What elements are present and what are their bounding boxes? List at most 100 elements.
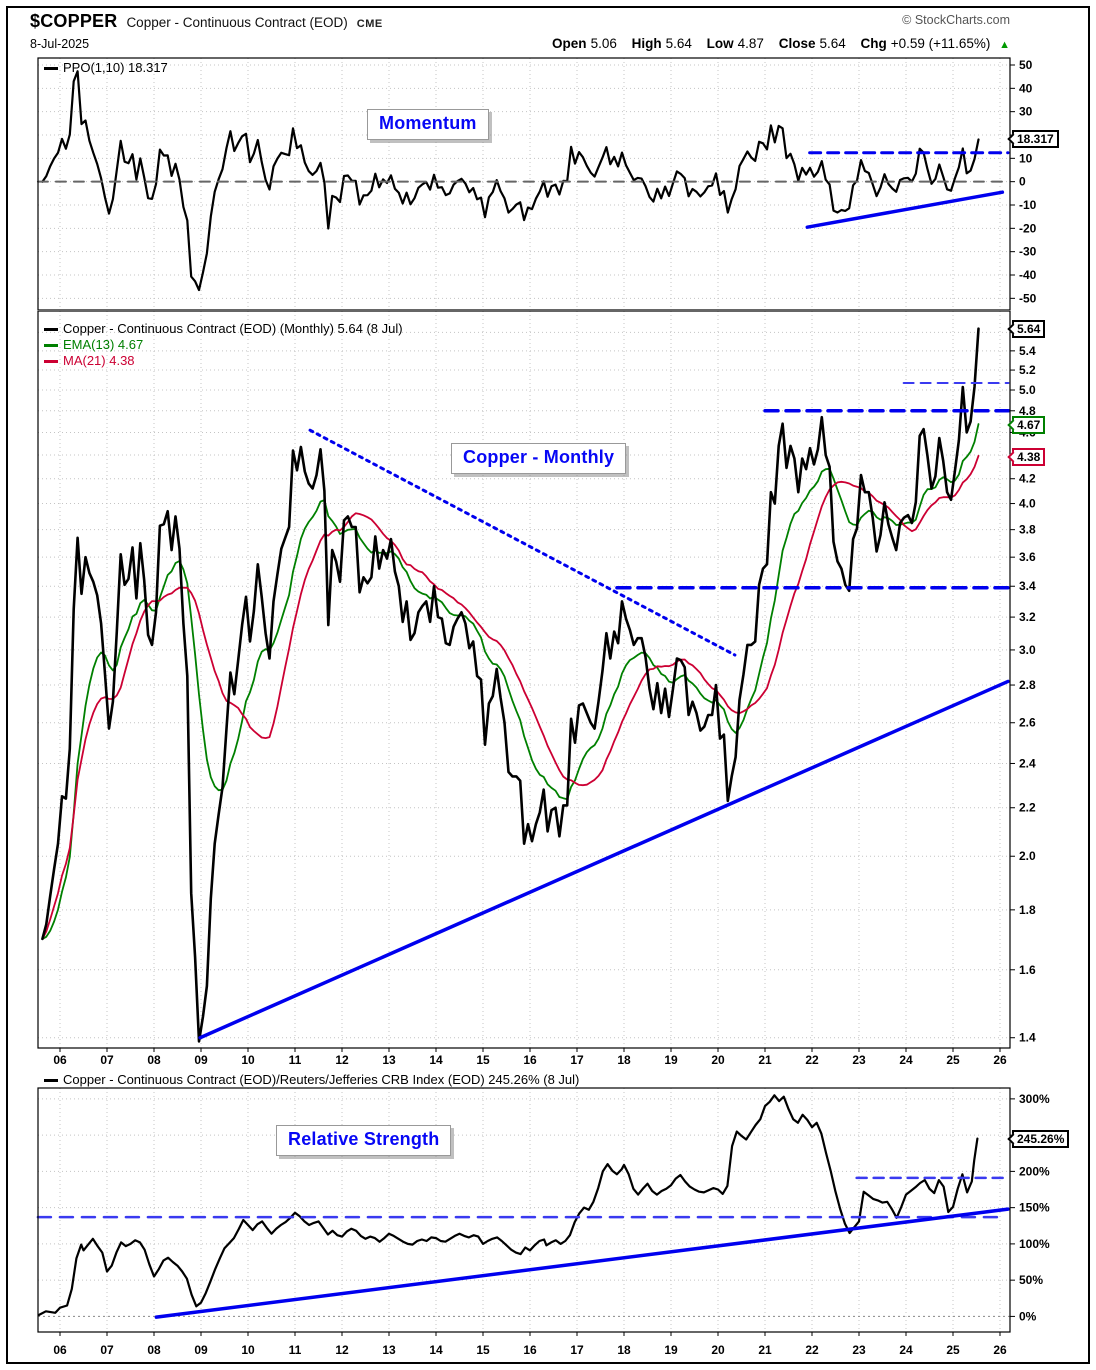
price-legend: Copper - Continuous Contract (EOD) (Mont… xyxy=(44,321,403,369)
svg-text:06: 06 xyxy=(53,1053,67,1067)
rs-legend-swatch xyxy=(44,1078,58,1082)
svg-text:13: 13 xyxy=(382,1053,396,1067)
momentum-panel-canvas: 50403020100-10-20-30-40-50 xyxy=(36,57,1037,311)
svg-text:18: 18 xyxy=(617,1053,631,1067)
stockcharts-credit: © StockCharts.com xyxy=(902,13,1010,27)
svg-text:2.2: 2.2 xyxy=(1019,801,1036,815)
svg-text:09: 09 xyxy=(194,1343,208,1357)
panel-border xyxy=(37,57,1011,311)
svg-text:17: 17 xyxy=(570,1343,584,1357)
svg-text:4.0: 4.0 xyxy=(1019,497,1036,511)
svg-text:16: 16 xyxy=(523,1343,537,1357)
svg-text:3.0: 3.0 xyxy=(1019,643,1036,657)
y-axis-labels: 300%250%200%150%100%50%0% xyxy=(1010,1092,1050,1323)
ppo-legend-swatch xyxy=(44,66,58,70)
ema-legend-text: EMA(13) 4.67 xyxy=(63,337,144,352)
svg-text:3.2: 3.2 xyxy=(1019,610,1036,624)
close-value-tag: 5.64 xyxy=(1012,319,1046,338)
header: $COPPER Copper - Continuous Contract (EO… xyxy=(30,11,383,32)
instrument-name: Copper - Continuous Contract (EOD) xyxy=(126,15,348,30)
svg-text:17: 17 xyxy=(570,1053,584,1067)
rs-legend-text: Copper - Continuous Contract (EOD)/Reute… xyxy=(63,1072,580,1087)
svg-text:100%: 100% xyxy=(1019,1237,1050,1251)
svg-text:08: 08 xyxy=(147,1053,161,1067)
svg-text:14: 14 xyxy=(429,1053,443,1067)
panel-border xyxy=(37,311,1011,1049)
svg-text:2.8: 2.8 xyxy=(1019,678,1036,692)
svg-text:3.8: 3.8 xyxy=(1019,523,1036,537)
low-label: Low xyxy=(706,36,734,51)
ema-13--line xyxy=(41,423,980,940)
svg-text:50%: 50% xyxy=(1019,1273,1043,1287)
svg-text:09: 09 xyxy=(194,1053,208,1067)
momentum-label: Momentum xyxy=(367,109,489,140)
svg-text:15: 15 xyxy=(476,1053,490,1067)
low-value: 4.87 xyxy=(737,36,764,51)
svg-text:22: 22 xyxy=(805,1053,819,1067)
grid xyxy=(38,311,1010,1048)
ma-21--line xyxy=(41,454,980,940)
svg-text:24: 24 xyxy=(899,1343,913,1357)
x-axis-labels: 06 07 08 09 10 11 12 13 14 15 16 17 18 19 20 21 22 23 24 25… xyxy=(53,1332,1007,1357)
svg-text:10: 10 xyxy=(1019,151,1033,165)
svg-text:08: 08 xyxy=(147,1343,161,1357)
ppo-legend: PPO(1,10) 18.317 xyxy=(44,60,168,76)
ppo-1-10--line xyxy=(41,70,980,292)
svg-text:50: 50 xyxy=(1019,58,1033,72)
copper-crb-line xyxy=(38,1094,979,1317)
svg-text:10: 10 xyxy=(241,1053,255,1067)
svg-text:12: 12 xyxy=(335,1343,349,1357)
svg-text:30: 30 xyxy=(1019,105,1033,119)
momentum-uptrend-line xyxy=(805,190,1005,229)
ppo-legend-text: PPO(1,10) 18.317 xyxy=(63,60,168,75)
svg-text:1.6: 1.6 xyxy=(1019,963,1036,977)
svg-text:1.4: 1.4 xyxy=(1019,1031,1036,1045)
panel-border xyxy=(37,1087,1011,1333)
grid xyxy=(38,58,1010,310)
ppo-value-tag: 18.317 xyxy=(1012,129,1059,148)
ema-legend-swatch xyxy=(44,343,58,347)
copper-monthly-label: Copper - Monthly xyxy=(451,443,627,474)
svg-text:2.0: 2.0 xyxy=(1019,849,1036,863)
svg-text:14: 14 xyxy=(429,1343,443,1357)
price-legend-swatch xyxy=(44,327,58,331)
up-arrow-icon: ▲ xyxy=(999,39,1010,51)
svg-text:07: 07 xyxy=(100,1053,114,1067)
price-panel-canvas: 5.65.45.25.04.84.64.44.24.03.83.63.43.23… xyxy=(37,311,1036,1067)
close-value: 5.64 xyxy=(819,36,846,51)
svg-text:5.0: 5.0 xyxy=(1019,383,1036,397)
svg-text:-20: -20 xyxy=(1019,221,1037,235)
svg-text:21: 21 xyxy=(758,1053,772,1067)
svg-text:4.8: 4.8 xyxy=(1019,404,1036,418)
svg-text:11: 11 xyxy=(289,1053,302,1067)
svg-text:300%: 300% xyxy=(1019,1092,1050,1106)
long-term-uptrend-line xyxy=(198,679,1010,1040)
y-axis-labels: 50403020100-10-20-30-40-50 xyxy=(1010,58,1037,305)
ma-legend-swatch xyxy=(44,359,58,363)
svg-text:20: 20 xyxy=(711,1053,725,1067)
annotations xyxy=(198,381,1011,1040)
svg-text:10: 10 xyxy=(241,1343,255,1357)
relative-strength-label: Relative Strength xyxy=(276,1125,452,1156)
svg-text:-30: -30 xyxy=(1019,245,1037,259)
chg-value: +0.59 (+11.65%) xyxy=(890,36,991,51)
open-label: Open xyxy=(552,36,587,51)
svg-text:13: 13 xyxy=(382,1343,396,1357)
svg-text:20: 20 xyxy=(711,1343,725,1357)
svg-text:40: 40 xyxy=(1019,81,1033,95)
svg-text:5.2: 5.2 xyxy=(1019,363,1036,377)
chg-label: Chg xyxy=(860,36,887,51)
high-value: 5.64 xyxy=(665,36,692,51)
svg-text:200%: 200% xyxy=(1019,1164,1050,1178)
ema-value-tag: 4.67 xyxy=(1012,415,1046,434)
svg-text:-50: -50 xyxy=(1019,291,1037,305)
svg-text:21: 21 xyxy=(758,1343,772,1357)
chart-date: 8-Jul-2025 xyxy=(30,37,90,51)
svg-text:3.6: 3.6 xyxy=(1019,550,1036,564)
svg-text:5.4: 5.4 xyxy=(1019,344,1036,358)
svg-text:23: 23 xyxy=(852,1053,866,1067)
price-legend-text: Copper - Continuous Contract (EOD) (Mont… xyxy=(63,321,403,336)
svg-text:1.8: 1.8 xyxy=(1019,903,1036,917)
relative-strength-panel-canvas: 300%250%200%150%100%50%0%060708091011121… xyxy=(36,1087,1050,1357)
annotations xyxy=(36,1176,1010,1319)
